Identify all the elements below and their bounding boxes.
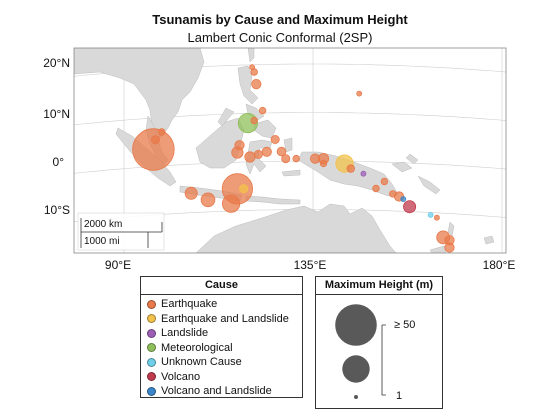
land-visayas (245, 103, 265, 121)
tsunami-event-marker[interactable] (200, 192, 216, 208)
tsunami-event-marker[interactable] (309, 153, 321, 164)
tsunami-event-marker[interactable] (400, 196, 407, 203)
land-seram (281, 169, 301, 177)
lat-label-10s: 10°S (43, 203, 70, 217)
tsunami-event-marker[interactable] (276, 146, 287, 157)
tsunami-event-marker[interactable] (372, 184, 380, 193)
tsunami-event-marker[interactable] (281, 154, 291, 164)
lat-label-20n: 20°N (43, 56, 70, 70)
tsunami-event-marker[interactable] (244, 151, 256, 163)
lon-label-135e: 135°E (293, 258, 327, 272)
lon-label-90e: 90°E (104, 258, 132, 272)
tsunami-event-marker[interactable] (258, 106, 267, 115)
land-luzon (237, 65, 259, 105)
swatch-volcano (147, 372, 156, 382)
size-legend-max-label: ≥ 50 (394, 319, 416, 331)
size-legend-min-label: 1 (396, 390, 403, 402)
height-legend-title: Maximum Height (m) (316, 277, 442, 295)
tsunami-events (132, 64, 455, 253)
land-lesser-sunda (245, 195, 301, 205)
tsunami-event-marker[interactable] (132, 128, 175, 171)
land-solomons (417, 175, 441, 195)
swatch-earthquake-landslide (147, 314, 156, 324)
tsunami-event-marker[interactable] (403, 200, 417, 214)
tsunami-event-marker[interactable] (270, 134, 280, 144)
land-taiwan (247, 48, 255, 63)
tsunami-event-marker[interactable] (184, 186, 198, 200)
lat-label-0: 0° (52, 155, 64, 169)
tsunami-event-marker[interactable] (251, 79, 262, 90)
tsunami-event-marker[interactable] (380, 177, 389, 186)
tsunami-event-marker[interactable] (150, 135, 160, 145)
legend-item-earthquake-landslide: Earthquake and Landslide (141, 312, 302, 327)
cause-legend: Cause Earthquake Earthquake and Landslid… (140, 276, 303, 398)
land-australia (195, 203, 397, 253)
size-legend-bracket (381, 324, 386, 396)
tsunami-event-marker[interactable] (222, 194, 241, 213)
lat-label-10n: 10°N (43, 107, 70, 121)
tsunami-event-marker[interactable] (444, 242, 455, 253)
latitude-line (40, 16, 560, 32)
legend-item-landslide: Landslide (141, 326, 302, 341)
scale-bar-mi-label: 1000 mi (84, 236, 120, 247)
legend-item-meteorological: Meteorological (141, 341, 302, 356)
land-new-britain (391, 161, 413, 173)
tsunami-event-marker[interactable] (356, 90, 363, 97)
swatch-earthquake (147, 299, 156, 309)
swatch-unknown-cause (147, 357, 156, 367)
tsunami-event-marker[interactable] (346, 164, 355, 173)
land-new-caledonia (429, 245, 447, 253)
tsunami-event-marker[interactable] (433, 214, 440, 221)
cause-legend-title: Cause (141, 277, 302, 295)
lon-label-180e: 180°E (482, 258, 516, 272)
tsunami-event-marker[interactable] (319, 159, 328, 168)
tsunami-event-marker[interactable] (292, 154, 300, 163)
map-subtitle: Lambert Conic Conformal (2SP) (187, 30, 373, 45)
legend-item-earthquake: Earthquake (141, 297, 302, 312)
height-legend: Maximum Height (m) ≥ 50 1 (315, 276, 443, 409)
size-legend-max-circle (335, 304, 377, 346)
land-halmahera (283, 137, 293, 153)
tsunami-event-marker[interactable] (261, 146, 272, 157)
land-palawan (217, 107, 235, 127)
land-fiji (483, 235, 495, 245)
size-legend-graphic (335, 304, 386, 399)
size-legend-mid-circle (342, 355, 370, 383)
size-legend-min-circle (354, 395, 358, 399)
scale-bar (77, 212, 165, 251)
legend-item-volcano-landslide: Volcano and Landslide (141, 384, 302, 399)
tsunami-event-marker[interactable] (427, 211, 434, 218)
tsunami-event-marker[interactable] (239, 184, 249, 194)
tsunami-event-marker[interactable] (389, 190, 397, 198)
landmass (74, 48, 495, 253)
tsunami-event-marker[interactable] (234, 140, 245, 151)
swatch-volcano-landslide (147, 386, 156, 396)
swatch-landslide (147, 328, 156, 338)
tsunami-event-marker[interactable] (253, 149, 263, 159)
legend-item-unknown-cause: Unknown Cause (141, 355, 302, 370)
legend-item-volcano: Volcano (141, 370, 302, 385)
map-title: Tsunamis by Cause and Maximum Height (152, 12, 408, 27)
tsunami-event-marker[interactable] (250, 116, 258, 125)
swatch-meteorological (147, 343, 156, 353)
tsunami-event-marker[interactable] (360, 170, 367, 177)
land-new-ireland (405, 153, 419, 165)
tsunami-event-marker[interactable] (249, 64, 256, 71)
tsunami-event-marker[interactable] (158, 128, 166, 136)
scale-bar-km-label: 2000 km (84, 219, 123, 230)
